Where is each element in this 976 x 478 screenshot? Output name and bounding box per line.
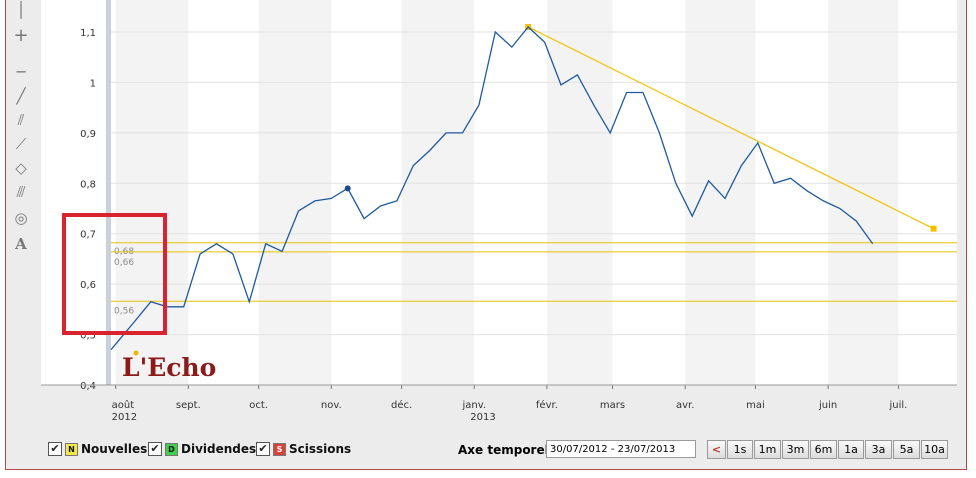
drawing-toolbar: │ + ─ ╱ ⫽ ⟋ ◇ ⫻ ◎ A (6, 0, 36, 260)
trend-line-handle-end (930, 225, 937, 232)
range-button-5a[interactable]: 5a (893, 440, 920, 459)
trend-line-icon[interactable]: ╱ (16, 87, 26, 105)
axe-temporel-label: Axe temporel: (458, 443, 554, 457)
nouvelles-label: Nouvelles (81, 442, 148, 456)
lecho-logo-dot (133, 350, 139, 356)
date-range-input[interactable]: 30/07/2012 - 23/07/2013 (546, 440, 696, 458)
nouvelles-check[interactable]: ✔ (48, 442, 62, 456)
range-button-1s[interactable]: 1s (727, 440, 753, 459)
segment-icon[interactable]: ⟋ (15, 135, 27, 153)
x-tick-year: 2013 (470, 412, 495, 423)
y-tick-label: 0,9 (80, 129, 96, 140)
month-band (546, 0, 613, 385)
price-series-line (110, 26, 874, 351)
scissions-label: Scissions (289, 442, 352, 456)
crosshair-icon[interactable]: + (13, 25, 29, 46)
range-button-1m[interactable]: 1m (754, 440, 781, 459)
checkbox-nouvelles[interactable]: ✔ N Nouvelles (48, 442, 147, 456)
horizontal-line-icon[interactable]: ─ (16, 63, 26, 81)
range-button-1a[interactable]: 1a (838, 440, 864, 459)
x-tick-year: 2012 (112, 412, 137, 423)
vertical-line-icon[interactable]: │ (16, 1, 26, 19)
y-tick-label: 0,7 (80, 230, 96, 241)
x-tick-label: mars (600, 400, 625, 411)
checkbox-scissions[interactable]: ✔ S Scissions (256, 442, 351, 456)
x-tick-label: janv. (461, 400, 486, 411)
scissions-tag: S (273, 442, 286, 456)
bottom-bar: ✔ N Nouvelles ✔ D Dividendes ✔ S Scissio… (0, 436, 976, 466)
y-tick-label: 1,1 (80, 28, 96, 39)
month-band (401, 0, 475, 385)
fan-icon[interactable]: ⫻ (16, 183, 26, 201)
lecho-logo: L'Echo (122, 353, 216, 382)
nouvelles-tag: N (65, 442, 78, 456)
x-tick-label: avr. (676, 400, 694, 411)
x-tick-label: juil. (889, 400, 908, 411)
y-tick-label: 0,5 (80, 331, 96, 342)
x-tick-label: sept. (176, 400, 201, 411)
x-tick-label: juin (818, 400, 837, 411)
support-line-label: 0,56 (114, 306, 134, 316)
checkbox-dividendes[interactable]: ✔ D Dividendes (148, 442, 256, 456)
highlight-box (62, 213, 167, 335)
month-band (258, 0, 332, 385)
range-button-6m[interactable]: 6m (810, 440, 837, 459)
dividendes-check[interactable]: ✔ (148, 442, 162, 456)
x-tick-label: oct. (249, 400, 268, 411)
rectangle-icon[interactable]: ◇ (15, 159, 27, 177)
x-tick-label: nov. (321, 400, 342, 411)
x-tick-label: déc. (391, 399, 412, 411)
x-tick-label: févr. (536, 399, 558, 411)
y-tick-label: 1 (90, 78, 96, 89)
text-icon[interactable]: A (15, 235, 27, 253)
dividendes-label: Dividendes (181, 442, 257, 456)
y-tick-label: 0,4 (80, 381, 96, 392)
prev-range-button[interactable]: < (707, 440, 726, 459)
plot-area (41, 0, 957, 385)
y-tick-label: 0,6 (80, 280, 96, 291)
month-band (828, 0, 899, 385)
scissions-check[interactable]: ✔ (256, 442, 270, 456)
support-line-label: 0,66 (114, 258, 134, 268)
month-band (115, 0, 189, 385)
series-marker (344, 185, 351, 192)
parallel-lines-icon[interactable]: ⫽ (17, 111, 25, 129)
x-tick-label: mai (746, 400, 765, 411)
range-button-3a[interactable]: 3a (865, 440, 892, 459)
range-button-10a[interactable]: 10a (921, 440, 948, 459)
y-axis-strip (106, 0, 111, 385)
dividendes-tag: D (165, 442, 178, 456)
y-tick-label: 0,8 (80, 179, 96, 190)
x-tick-label: août (112, 399, 135, 411)
range-button-3m[interactable]: 3m (782, 440, 809, 459)
trend-line (527, 26, 934, 230)
arc-icon[interactable]: ◎ (14, 209, 28, 227)
